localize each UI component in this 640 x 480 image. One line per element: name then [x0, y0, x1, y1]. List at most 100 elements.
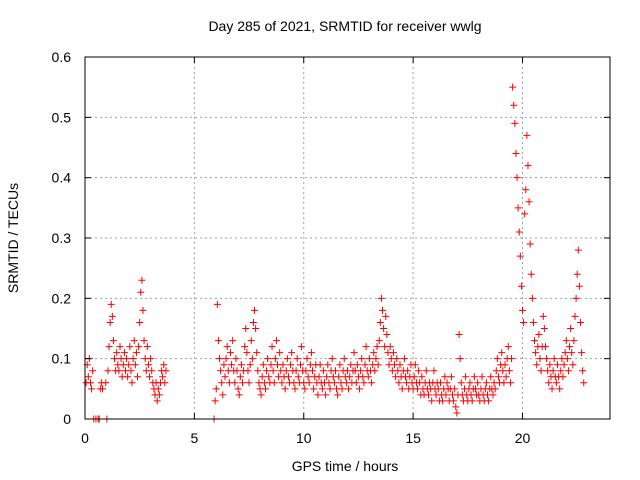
data-point	[521, 210, 529, 218]
data-point	[116, 343, 124, 351]
data-point	[102, 379, 110, 387]
data-point	[264, 355, 272, 363]
data-point	[323, 373, 331, 381]
data-point	[383, 331, 391, 339]
data-point	[134, 373, 141, 381]
data-point	[314, 391, 322, 399]
data-point	[504, 343, 512, 351]
data-point	[303, 355, 311, 363]
data-point	[513, 174, 521, 182]
data-point	[352, 379, 360, 387]
data-point	[340, 355, 348, 363]
data-point	[136, 318, 144, 326]
data-point	[398, 385, 406, 393]
data-point	[287, 361, 295, 369]
data-point	[450, 397, 458, 405]
data-point	[509, 83, 517, 91]
data-point	[453, 409, 461, 417]
data-point	[144, 361, 152, 369]
data-point	[571, 312, 579, 320]
y-tick-label: 0.4	[52, 170, 72, 186]
data-point	[226, 349, 234, 357]
data-point	[301, 385, 309, 393]
x-tick-label: 20	[515, 430, 531, 446]
data-point	[128, 379, 136, 387]
data-point	[326, 385, 334, 393]
data-point	[389, 349, 397, 357]
data-point	[452, 403, 460, 411]
data-point	[267, 361, 275, 369]
data-point	[499, 367, 507, 375]
data-point	[400, 355, 408, 363]
data-point	[510, 101, 518, 109]
data-point	[153, 397, 161, 405]
data-point	[281, 385, 289, 393]
data-point	[395, 379, 403, 387]
data-point	[126, 343, 134, 351]
data-point	[424, 391, 432, 399]
data-point	[251, 306, 259, 314]
data-point	[211, 397, 219, 405]
data-point	[89, 367, 97, 375]
data-point	[376, 318, 384, 326]
data-point	[568, 349, 576, 357]
data-point	[245, 379, 253, 387]
data-point	[526, 240, 534, 248]
data-point	[524, 162, 532, 170]
data-point	[220, 361, 228, 369]
x-axis-title: GPS time / hours	[292, 458, 399, 474]
data-point	[130, 337, 138, 345]
data-point	[147, 355, 155, 363]
data-point	[492, 367, 500, 375]
data-point	[159, 373, 167, 381]
data-point	[233, 367, 241, 375]
data-point	[328, 355, 336, 363]
data-point	[569, 361, 577, 369]
data-point	[161, 379, 169, 387]
data-point	[456, 355, 464, 363]
data-point	[154, 385, 162, 393]
data-point	[296, 361, 304, 369]
data-point	[404, 367, 412, 375]
data-point	[493, 355, 501, 363]
data-point	[261, 385, 269, 393]
data-point	[356, 385, 364, 393]
data-point	[270, 379, 278, 387]
data-point	[242, 325, 250, 332]
data-point	[466, 379, 474, 387]
data-point	[441, 373, 449, 381]
data-point	[268, 343, 276, 351]
data-point	[160, 361, 168, 369]
data-point	[560, 361, 568, 369]
data-point	[129, 355, 137, 363]
y-tick-label: 0	[63, 411, 71, 427]
data-point	[234, 385, 242, 393]
data-point	[541, 343, 549, 351]
data-point	[411, 361, 419, 369]
data-point	[318, 385, 326, 393]
data-point	[485, 397, 493, 405]
data-point	[540, 325, 548, 332]
data-point	[219, 391, 227, 399]
data-point	[386, 343, 394, 351]
data-point	[222, 355, 230, 363]
data-point	[451, 385, 459, 393]
data-point	[532, 349, 540, 357]
data-point	[229, 337, 237, 345]
data-point	[514, 204, 522, 212]
y-tick-label: 0.2	[52, 290, 72, 306]
data-point	[269, 367, 277, 375]
chart-title: Day 285 of 2021, SRMTID for receiver wwl…	[208, 18, 481, 34]
data-point	[545, 379, 553, 387]
data-point	[527, 270, 535, 278]
data-point	[372, 355, 380, 363]
data-point	[502, 373, 510, 381]
data-point	[324, 361, 332, 369]
data-point	[304, 373, 312, 381]
data-point	[578, 349, 586, 357]
data-point	[111, 355, 119, 363]
data-point	[315, 373, 323, 381]
data-point	[124, 373, 132, 381]
data-point	[137, 288, 145, 296]
